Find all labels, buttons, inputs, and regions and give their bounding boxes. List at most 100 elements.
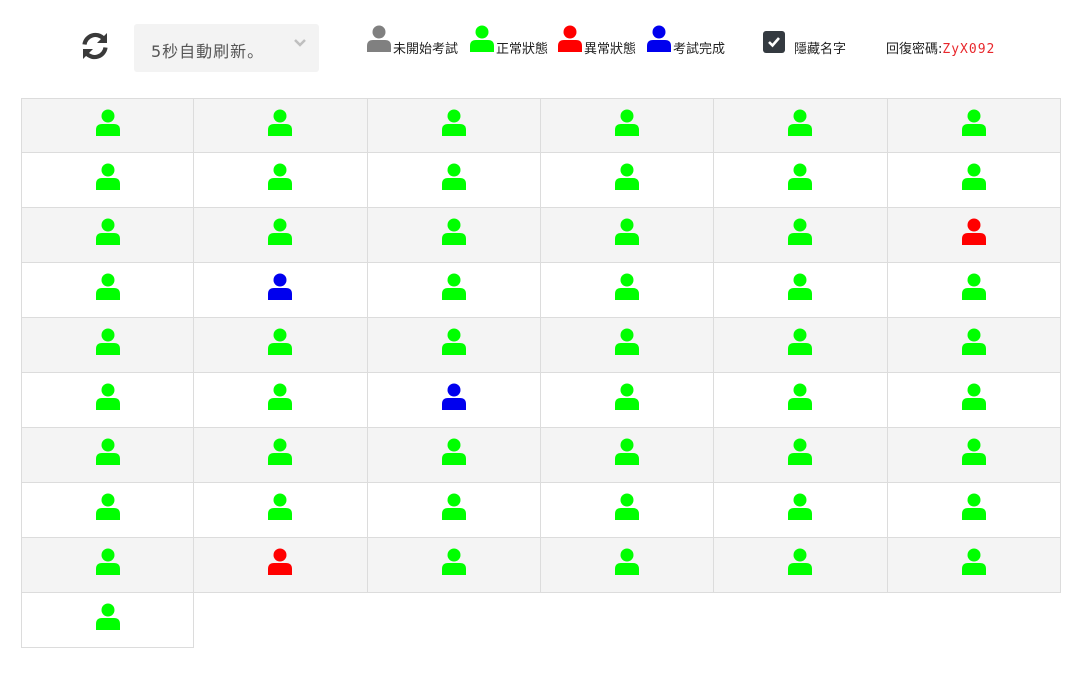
student-cell-normal[interactable]	[367, 318, 541, 373]
user-icon	[788, 383, 813, 410]
user-icon	[441, 109, 466, 136]
student-cell-normal[interactable]	[540, 428, 715, 483]
student-cell-normal[interactable]	[194, 428, 368, 483]
legend-label-not-started: 未開始考試	[393, 42, 459, 57]
student-cell-normal[interactable]	[21, 318, 195, 373]
student-cell-normal[interactable]	[194, 318, 368, 373]
student-cell-normal[interactable]	[540, 98, 715, 153]
user-icon	[95, 603, 120, 630]
user-icon	[441, 273, 466, 300]
student-cell-normal[interactable]	[887, 263, 1061, 318]
user-icon	[615, 273, 640, 300]
user-icon-red	[558, 25, 582, 52]
student-cell-normal[interactable]	[540, 483, 715, 538]
user-icon	[615, 438, 640, 465]
student-cell-normal[interactable]	[887, 428, 1061, 483]
student-cell-normal[interactable]	[194, 208, 368, 263]
user-icon	[95, 218, 120, 245]
student-cell-normal[interactable]	[540, 373, 715, 428]
user-icon	[268, 163, 293, 190]
student-cell-normal[interactable]	[540, 538, 715, 593]
refresh-button[interactable]	[78, 29, 112, 63]
student-cell-normal[interactable]	[367, 538, 541, 593]
student-cell-normal[interactable]	[887, 318, 1061, 373]
student-cell-normal[interactable]	[714, 208, 888, 263]
user-icon	[788, 493, 813, 520]
student-cell-normal[interactable]	[714, 318, 888, 373]
student-cell-normal[interactable]	[367, 428, 541, 483]
auto-refresh-value: 5秒自動刷新。	[151, 42, 265, 61]
student-cell-normal[interactable]	[367, 263, 541, 318]
student-cell-normal[interactable]	[21, 483, 195, 538]
student-cell-normal[interactable]	[367, 98, 541, 153]
student-cell-completed[interactable]	[194, 263, 368, 318]
user-icon	[268, 109, 293, 136]
student-cell-normal[interactable]	[887, 153, 1061, 208]
legend-normal: 正常狀態	[469, 25, 555, 57]
user-icon	[268, 273, 293, 300]
user-icon	[95, 328, 120, 355]
user-icon	[95, 163, 120, 190]
student-cell-normal[interactable]	[21, 538, 195, 593]
recovery-password-label: 回復密碼:	[886, 42, 943, 57]
legend-abnormal: 異常狀態	[557, 25, 643, 57]
student-cell-normal[interactable]	[714, 373, 888, 428]
student-cell-abnormal[interactable]	[887, 208, 1061, 263]
user-icon	[788, 328, 813, 355]
student-cell-normal[interactable]	[194, 373, 368, 428]
student-cell-normal[interactable]	[714, 98, 888, 153]
refresh-icon	[82, 32, 108, 60]
student-cell-normal[interactable]	[21, 593, 195, 648]
student-cell-normal[interactable]	[21, 98, 195, 153]
legend-completed: 考試完成	[646, 25, 736, 57]
student-row	[21, 208, 1061, 263]
student-cell-normal[interactable]	[194, 153, 368, 208]
student-cell-normal[interactable]	[21, 263, 195, 318]
user-icon	[961, 163, 986, 190]
student-cell-normal[interactable]	[887, 483, 1061, 538]
student-cell-normal[interactable]	[194, 98, 368, 153]
student-cell-normal[interactable]	[194, 483, 368, 538]
student-cell-normal[interactable]	[714, 153, 888, 208]
student-row	[21, 98, 1061, 153]
student-row	[21, 318, 1061, 373]
user-icon	[441, 383, 466, 410]
user-icon	[268, 548, 293, 575]
user-icon	[615, 328, 640, 355]
student-cell-normal[interactable]	[367, 208, 541, 263]
user-icon	[961, 109, 986, 136]
user-icon	[788, 163, 813, 190]
user-icon	[615, 493, 640, 520]
student-cell-normal[interactable]	[21, 208, 195, 263]
student-cell-normal[interactable]	[887, 373, 1061, 428]
hide-names-label[interactable]: 隱藏名字	[794, 42, 847, 57]
user-icon	[95, 273, 120, 300]
user-icon	[441, 218, 466, 245]
checkmark-icon	[768, 37, 780, 48]
student-cell-normal[interactable]	[887, 538, 1061, 593]
student-cell-normal[interactable]	[540, 263, 715, 318]
hide-names-checkbox[interactable]	[763, 31, 785, 53]
student-cell-completed[interactable]	[367, 373, 541, 428]
student-cell-abnormal[interactable]	[194, 538, 368, 593]
auto-refresh-select[interactable]: 5秒自動刷新。	[134, 24, 319, 72]
student-cell-normal[interactable]	[21, 153, 195, 208]
student-cell-normal[interactable]	[540, 208, 715, 263]
student-cell-normal[interactable]	[714, 483, 888, 538]
student-cell-normal[interactable]	[887, 98, 1061, 153]
student-cell-normal[interactable]	[714, 538, 888, 593]
student-cell-normal[interactable]	[367, 153, 541, 208]
student-row	[21, 373, 1061, 428]
legend-label-completed: 考試完成	[673, 42, 726, 57]
student-cell-normal[interactable]	[714, 428, 888, 483]
user-icon	[95, 109, 120, 136]
student-cell-normal[interactable]	[540, 153, 715, 208]
student-cell-normal[interactable]	[21, 428, 195, 483]
student-cell-normal[interactable]	[540, 318, 715, 373]
student-cell-normal[interactable]	[367, 483, 541, 538]
student-cell-normal[interactable]	[21, 373, 195, 428]
user-icon	[961, 218, 986, 245]
student-cell-normal[interactable]	[714, 263, 888, 318]
recovery-password-value: ZyX092	[942, 42, 996, 57]
student-row	[21, 153, 1061, 208]
